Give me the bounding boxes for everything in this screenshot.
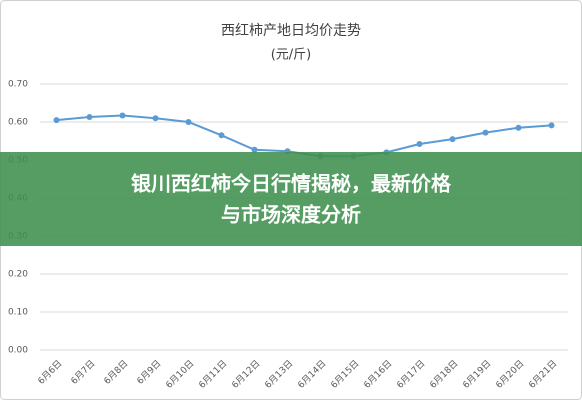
data-point	[185, 119, 192, 125]
banner: 银川西红柿今日行情揭秘，最新价格 与市场深度分析	[0, 152, 582, 246]
y-tick-label: 0.00	[8, 346, 28, 356]
data-point	[548, 122, 555, 129]
banner-line: 与市场深度分析	[221, 203, 361, 227]
banner-background	[0, 152, 582, 246]
y-tick-label: 0.10	[8, 308, 28, 318]
data-point	[218, 132, 225, 139]
chart-title: 西红柿产地日均价走势	[221, 22, 361, 39]
data-point	[53, 117, 60, 124]
y-tick-label: 0.20	[8, 270, 28, 280]
data-point	[86, 114, 93, 121]
banner-line: 银川西红柿今日行情揭秘，最新价格	[131, 172, 452, 196]
data-point	[416, 141, 423, 148]
y-tick-label: 0.60	[8, 118, 28, 128]
data-point	[251, 146, 258, 153]
data-point	[152, 115, 159, 122]
data-point	[515, 124, 522, 131]
chart-subtitle: (元/斤)	[271, 48, 312, 63]
data-point	[449, 136, 456, 143]
data-point	[482, 129, 489, 136]
data-point	[119, 112, 126, 119]
y-tick-label: 0.70	[8, 80, 28, 90]
